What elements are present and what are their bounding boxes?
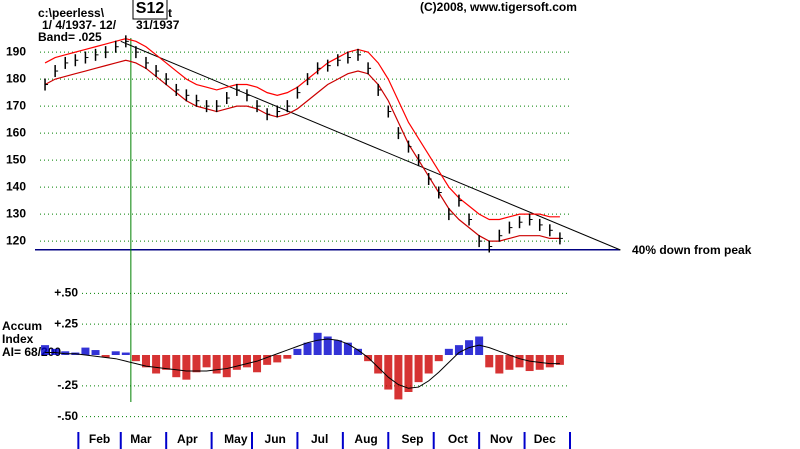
- accum-tick-label: +.25: [54, 316, 78, 330]
- month-label: Mar: [130, 432, 152, 446]
- accum-bar: [51, 348, 60, 355]
- accum-bar: [222, 355, 231, 378]
- band-line: [44, 59, 560, 242]
- accum-bar: [131, 355, 140, 362]
- trendline: [120, 40, 621, 251]
- peak-line-label: 40% down from peak: [632, 243, 752, 257]
- accum-bar: [333, 340, 342, 355]
- accum-bar: [303, 342, 312, 355]
- month-label: Aug: [354, 432, 377, 446]
- accum-bar: [394, 355, 403, 400]
- y-tick-label: 190: [6, 44, 26, 58]
- accum-bar: [384, 355, 393, 390]
- accum-bar: [81, 347, 90, 355]
- accum-bar: [61, 351, 70, 355]
- accum-bar: [182, 355, 191, 380]
- signal-box: [132, 0, 168, 20]
- accum-bar: [111, 351, 120, 355]
- accum-bar: [485, 355, 494, 368]
- accum-bar: [343, 342, 352, 355]
- accum-bar: [41, 345, 50, 355]
- accum-bar: [545, 355, 554, 368]
- accum-bar: [555, 355, 564, 365]
- accum-bar: [172, 355, 181, 378]
- accum-bar: [283, 355, 292, 359]
- accum-bar: [263, 355, 272, 365]
- accum-bar: [121, 352, 130, 355]
- y-tick-label: 180: [6, 71, 26, 85]
- accum-bar: [242, 355, 251, 368]
- accum-bar: [91, 350, 100, 355]
- accum-label: Index: [2, 332, 34, 346]
- month-label: Jul: [311, 432, 328, 446]
- y-tick-label: 150: [6, 152, 26, 166]
- month-label: Jun: [265, 432, 286, 446]
- month-label: Feb: [89, 432, 110, 446]
- y-tick-label: 120: [6, 233, 26, 247]
- file-path: c:\peerless\: [38, 6, 105, 20]
- month-label: Sep: [402, 432, 424, 446]
- accum-bar: [101, 355, 110, 358]
- date-range: 1/ 4/1937- 12/: [42, 18, 117, 32]
- accum-bar: [515, 355, 524, 368]
- date-range-end: 31/1937: [136, 18, 180, 32]
- month-label: May: [224, 432, 248, 446]
- band-label: Band= .025: [38, 30, 102, 44]
- accum-bar: [162, 355, 171, 370]
- accum-bar: [404, 355, 413, 392]
- accum-bar: [253, 355, 262, 373]
- month-label: Nov: [490, 432, 513, 446]
- accum-bar: [424, 355, 433, 374]
- copyright: (C)2008, www.tigersoft.com: [420, 0, 577, 14]
- signal-label: S12: [136, 0, 165, 17]
- accum-bar: [444, 348, 453, 355]
- month-label: Apr: [177, 432, 198, 446]
- accum-bar: [475, 336, 484, 355]
- accum-ma: [45, 338, 560, 389]
- accum-bar: [152, 355, 161, 374]
- month-label: Oct: [448, 432, 468, 446]
- y-tick-label: 160: [6, 125, 26, 139]
- accum-bar: [232, 355, 241, 370]
- accum-bar: [142, 355, 150, 368]
- accum-bar: [354, 348, 362, 355]
- accum-bar: [505, 355, 514, 370]
- file-path-end: t: [168, 6, 172, 20]
- accum-bar: [212, 355, 221, 374]
- accum-tick-label: -.50: [57, 409, 78, 423]
- accum-tick-label: -.25: [57, 378, 78, 392]
- band-line: [44, 38, 560, 221]
- accum-bar: [525, 355, 534, 372]
- accum-bar: [434, 355, 443, 362]
- y-tick-label: 170: [6, 98, 26, 112]
- month-label: Dec: [534, 432, 556, 446]
- accum-bar: [454, 345, 463, 355]
- accum-bar: [273, 355, 282, 363]
- accum-label: Accum: [2, 319, 42, 333]
- accum-bar: [323, 336, 332, 355]
- accum-bar: [202, 355, 211, 368]
- accum-bar: [414, 355, 423, 383]
- accum-tick-label: +.50: [54, 286, 78, 300]
- accum-bar: [313, 332, 322, 355]
- accum-bar: [293, 348, 302, 355]
- y-tick-label: 130: [6, 206, 26, 220]
- accum-bar: [495, 355, 504, 374]
- y-tick-label: 140: [6, 179, 26, 193]
- accum-bar: [192, 355, 201, 373]
- accum-bar: [374, 355, 383, 374]
